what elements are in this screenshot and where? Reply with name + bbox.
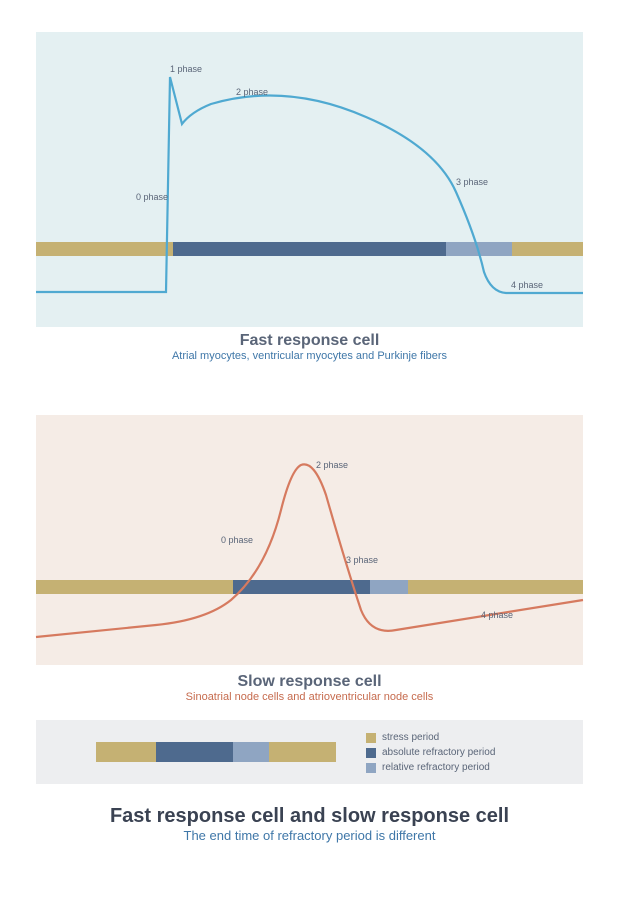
phase-label: 4 phase xyxy=(511,280,543,290)
legend-item: absolute refractory period xyxy=(366,745,495,760)
legend-panel: stress periodabsolute refractory periodr… xyxy=(36,720,583,784)
main-title: Fast response cell and slow response cel… xyxy=(0,805,619,828)
fast-subtitle: Atrial myocytes, ventricular myocytes an… xyxy=(36,350,583,362)
slow-curve-svg xyxy=(36,415,583,665)
fast-title: Fast response cell xyxy=(36,332,583,350)
legend-bar-segment xyxy=(233,742,269,762)
slow-title-block: Slow response cell Sinoatrial node cells… xyxy=(36,673,583,703)
legend-label: relative refractory period xyxy=(382,760,490,775)
legend-bar-segment xyxy=(269,742,336,762)
legend-bar-segment xyxy=(156,742,233,762)
legend-label: stress period xyxy=(382,730,439,745)
fast-curve-svg xyxy=(36,32,583,332)
legend-item: stress period xyxy=(366,730,495,745)
phase-label: 3 phase xyxy=(346,555,378,565)
main-subtitle: The end time of refractory period is dif… xyxy=(0,828,619,843)
main-title-block: Fast response cell and slow response cel… xyxy=(0,805,619,843)
phase-label: 0 phase xyxy=(136,192,168,202)
legend-swatch xyxy=(366,733,376,743)
legend-label: absolute refractory period xyxy=(382,745,495,760)
phase-label: 0 phase xyxy=(221,535,253,545)
phase-label: 1 phase xyxy=(170,64,202,74)
slow-response-panel: 0 phase 2 phase 3 phase 4 phase Slow respon… xyxy=(36,415,583,715)
slow-subtitle: Sinoatrial node cells and atrioventricul… xyxy=(36,691,583,703)
fast-title-block: Fast response cell Atrial myocytes, vent… xyxy=(36,332,583,362)
fast-curve-path xyxy=(36,77,583,293)
phase-label: 3 phase xyxy=(456,177,488,187)
legend-bar xyxy=(96,742,336,762)
legend-labels: stress periodabsolute refractory periodr… xyxy=(366,730,495,775)
phase-label: 4 phase xyxy=(481,610,513,620)
legend-swatch xyxy=(366,748,376,758)
slow-title: Slow response cell xyxy=(36,673,583,691)
legend-item: relative refractory period xyxy=(366,760,495,775)
fast-response-panel: 0 phase 1 phase 2 phase 3 phase 4 phase Fast… xyxy=(36,32,583,377)
legend-swatch xyxy=(366,763,376,773)
phase-label: 2 phase xyxy=(316,460,348,470)
legend-bar-segment xyxy=(96,742,156,762)
phase-label: 2 phase xyxy=(236,87,268,97)
